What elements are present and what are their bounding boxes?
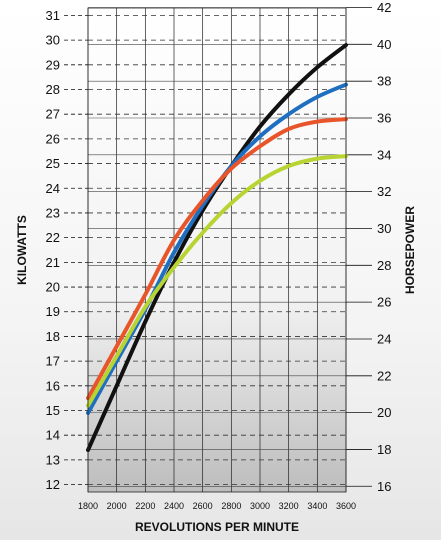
kw-tick-label: 28 — [46, 82, 60, 97]
kw-tick-label: 18 — [46, 329, 60, 344]
x-tick-label: 2000 — [107, 501, 127, 511]
x-tick-label: 2800 — [221, 501, 241, 511]
hp-tick-label: 16 — [377, 479, 391, 494]
kw-tick-label: 14 — [46, 428, 60, 443]
series-line — [86, 154, 348, 408]
x-tick-label: 1800 — [78, 501, 98, 511]
plot-frame — [87, 7, 347, 493]
hp-tick-label: 30 — [377, 221, 391, 236]
x-tick-label: 2200 — [135, 501, 155, 511]
kw-tick-label: 12 — [46, 477, 60, 492]
horizontal-gridlines — [88, 7, 346, 487]
kw-tick-label: 26 — [46, 131, 60, 146]
hp-tick-label: 32 — [377, 184, 391, 199]
hp-tick-label: 20 — [377, 405, 391, 420]
series-line — [86, 117, 348, 401]
kw-tick-label: 21 — [46, 255, 60, 270]
hp-tick-label: 42 — [377, 0, 391, 15]
x-tick-label: 3200 — [279, 501, 299, 511]
x-tick-label: 3000 — [250, 501, 270, 511]
x-tick-label: 3400 — [307, 501, 327, 511]
kw-tick-label: 31 — [46, 8, 60, 23]
kw-tick-label: 24 — [46, 181, 60, 196]
kw-tick-label: 25 — [46, 156, 60, 171]
kw-tick-label: 13 — [46, 452, 60, 467]
kw-tick-label: 15 — [46, 403, 60, 418]
right-axis-title: HORSEPOWER — [403, 206, 417, 294]
x-tick-label: 2600 — [193, 501, 213, 511]
series-group — [86, 43, 348, 453]
kw-tick-label: 17 — [46, 354, 60, 369]
hp-tick-label: 28 — [377, 258, 391, 273]
hp-tick-label: 38 — [377, 74, 391, 89]
kw-tick-label: 22 — [46, 230, 60, 245]
plot-area — [88, 8, 346, 492]
kw-tick-label: 16 — [46, 378, 60, 393]
hp-tick-label: 34 — [377, 147, 391, 162]
hp-tick-label: 36 — [377, 110, 391, 125]
hp-tick-label: 18 — [377, 442, 391, 457]
kw-tick-label: 23 — [46, 205, 60, 220]
x-axis-title: REVOLUTIONS PER MINUTE — [135, 520, 299, 534]
hp-tick-label: 24 — [377, 331, 391, 346]
kw-tick-label: 29 — [46, 57, 60, 72]
kw-tick-label: 30 — [46, 33, 60, 48]
x-tick-label: 2400 — [164, 501, 184, 511]
hp-tick-label: 26 — [377, 295, 391, 310]
hp-tick-label: 22 — [377, 368, 391, 383]
kw-tick-label: 27 — [46, 107, 60, 122]
series-line — [86, 43, 348, 453]
x-axis-rpm: 1800 2000 2200 2400 2600 2800 3000 3200 3400 3600 — [78, 501, 356, 511]
kw-tick-label: 20 — [46, 280, 60, 295]
hp-tick-label: 40 — [377, 37, 391, 52]
left-axis-title: KILOWATTS — [15, 215, 29, 285]
right-axis-horsepower: 16 18 20 22 24 26 28 30 32 34 36 38 40 42 — [346, 0, 391, 494]
x-tick-label: 3600 — [336, 501, 356, 511]
kw-tick-label: 19 — [46, 304, 60, 319]
left-axis-kilowatts: 12 13 14 15 16 17 18 19 20 21 22 23 24 25 26 27 28 29 30 31 — [46, 8, 88, 492]
